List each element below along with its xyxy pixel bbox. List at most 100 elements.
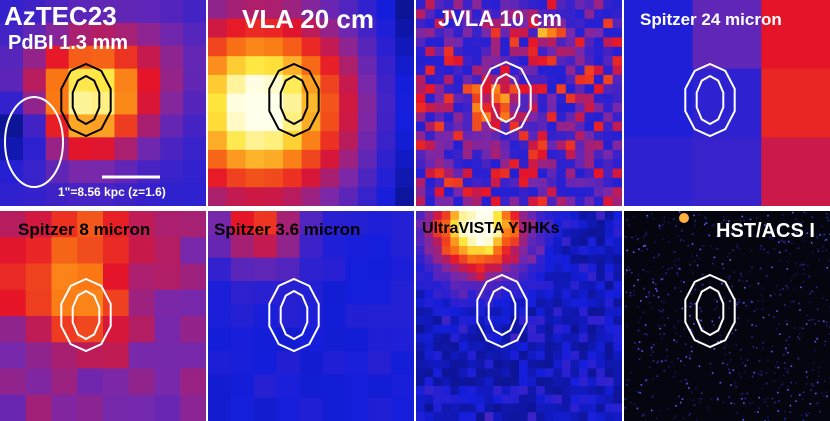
noise-speck bbox=[660, 300, 663, 303]
noise-speck bbox=[824, 340, 827, 343]
noise-speck bbox=[808, 319, 810, 322]
map-pixel bbox=[180, 237, 206, 265]
noise-speck bbox=[667, 268, 670, 270]
map-pixel bbox=[484, 263, 494, 273]
map-pixel bbox=[160, 114, 184, 138]
map-pixel bbox=[510, 359, 520, 370]
map-pixel bbox=[0, 0, 24, 24]
noise-speck bbox=[734, 329, 737, 331]
noise-speck bbox=[680, 239, 682, 241]
map-pixel bbox=[484, 254, 494, 265]
map-pixel bbox=[603, 159, 614, 170]
noise-speck bbox=[789, 253, 791, 255]
map-pixel bbox=[391, 211, 414, 235]
map-pixel bbox=[565, 168, 576, 179]
map-pixel bbox=[587, 316, 597, 326]
map-pixel bbox=[613, 386, 622, 396]
map-pixel bbox=[462, 159, 473, 170]
map-pixel bbox=[91, 160, 116, 184]
noise-speck bbox=[744, 287, 746, 289]
map-pixel bbox=[51, 211, 78, 238]
noise-speck bbox=[628, 269, 631, 271]
map-pixel bbox=[575, 196, 586, 206]
noise-speck bbox=[692, 399, 695, 402]
noise-speck bbox=[807, 264, 809, 267]
map-pixel bbox=[490, 84, 501, 95]
map-pixel bbox=[0, 91, 24, 116]
map-pixel bbox=[604, 386, 615, 396]
map-pixel bbox=[493, 324, 503, 335]
map-pixel bbox=[587, 342, 597, 352]
map-pixel bbox=[154, 394, 181, 421]
map-pixel bbox=[320, 187, 340, 206]
map-pixel bbox=[450, 368, 460, 378]
map-pixel bbox=[416, 403, 426, 413]
map-pixel bbox=[584, 28, 595, 39]
noise-speck bbox=[790, 279, 793, 282]
map-pixel bbox=[114, 160, 138, 184]
map-pixel bbox=[490, 149, 501, 160]
noise-speck bbox=[824, 239, 826, 242]
map-pixel bbox=[339, 74, 359, 95]
map-pixel bbox=[510, 351, 520, 361]
noise-speck bbox=[787, 240, 790, 243]
map-pixel bbox=[0, 289, 27, 317]
noise-speck bbox=[678, 258, 680, 261]
map-pixel bbox=[462, 196, 473, 206]
map-pixel bbox=[604, 219, 615, 230]
noise-speck bbox=[751, 266, 753, 269]
map-pixel bbox=[462, 93, 473, 104]
map-pixel bbox=[450, 333, 460, 343]
noise-speck bbox=[793, 327, 796, 329]
map-pixel bbox=[596, 403, 606, 413]
map-pixel bbox=[603, 177, 614, 188]
map-pixel bbox=[245, 112, 265, 132]
map-pixel bbox=[593, 37, 604, 48]
map-pixel bbox=[208, 304, 232, 329]
map-pixel bbox=[510, 368, 520, 378]
noise-speck bbox=[741, 301, 744, 304]
map-pixel bbox=[509, 103, 520, 113]
map-pixel bbox=[484, 289, 494, 300]
noise-speck bbox=[786, 323, 788, 326]
panel-title-hstacs: HST/ACS I bbox=[716, 220, 815, 242]
noise-speck bbox=[658, 253, 660, 256]
map-pixel bbox=[519, 121, 529, 132]
map-pixel bbox=[357, 18, 378, 39]
noise-speck bbox=[624, 272, 627, 275]
map-pixel bbox=[458, 246, 469, 256]
noise-speck bbox=[806, 414, 808, 417]
map-pixel bbox=[416, 237, 426, 247]
map-pixel bbox=[444, 159, 455, 170]
map-pixel bbox=[603, 0, 614, 10]
noise-speck bbox=[807, 412, 810, 414]
map-pixel bbox=[501, 324, 512, 335]
map-pixel bbox=[553, 403, 563, 413]
noise-speck bbox=[771, 231, 774, 234]
map-pixel bbox=[368, 327, 392, 352]
noise-speck bbox=[644, 234, 647, 236]
map-pixel bbox=[596, 246, 606, 256]
noise-speck bbox=[760, 370, 762, 372]
map-pixel bbox=[565, 18, 576, 29]
map-pixel bbox=[624, 68, 694, 138]
map-pixel bbox=[593, 131, 604, 142]
map-pixel bbox=[416, 131, 426, 142]
map-pixel bbox=[579, 394, 589, 405]
noise-speck bbox=[817, 320, 820, 322]
noise-speck bbox=[675, 415, 677, 418]
map-pixel bbox=[467, 394, 477, 405]
map-pixel bbox=[22, 0, 47, 24]
noise-speck bbox=[719, 340, 722, 342]
map-pixel bbox=[528, 149, 539, 160]
map-pixel bbox=[536, 342, 546, 352]
map-pixel bbox=[481, 149, 492, 160]
noise-speck bbox=[713, 308, 716, 311]
noise-speck bbox=[747, 226, 750, 229]
map-pixel bbox=[425, 140, 436, 151]
map-pixel bbox=[434, 65, 445, 76]
map-pixel bbox=[536, 272, 546, 282]
map-pixel bbox=[544, 412, 554, 421]
map-pixel bbox=[320, 168, 340, 188]
noise-speck bbox=[803, 268, 805, 270]
